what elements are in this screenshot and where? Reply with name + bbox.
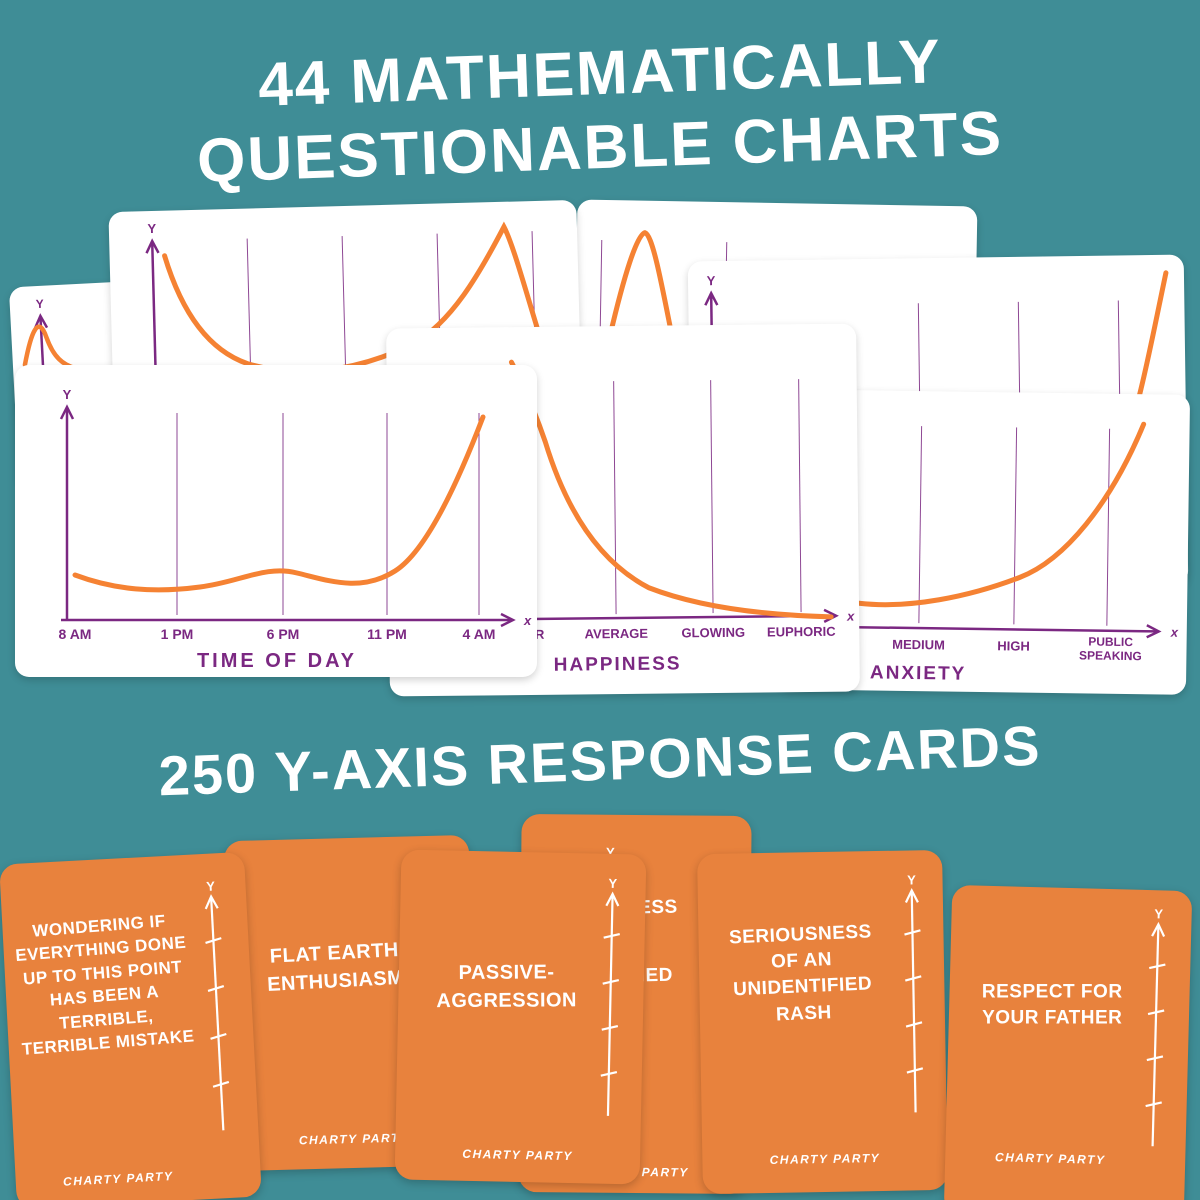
y-axis-icon: Y <box>204 878 230 1131</box>
gridlines <box>176 413 480 615</box>
card-text: SERIOUSNESS OF AN UNIDENTIFIED RASH <box>728 921 873 1026</box>
tick-average: AVERAGE <box>585 626 649 642</box>
card-text: RESPECT FOR YOUR FATHER <box>981 981 1123 1029</box>
svg-text:Y: Y <box>606 845 615 860</box>
y-axis-icon: Y <box>904 872 924 1113</box>
response-card-passive-aggression: Y PASSIVE- AGGRESSION CHARTY PARTY <box>394 849 647 1185</box>
card-text: WONDERING IF EVERYTHING DONE UP TO THIS … <box>14 911 196 1060</box>
y-axis <box>59 404 75 620</box>
curve <box>508 359 834 620</box>
y-axis-label: Y <box>63 387 72 402</box>
svg-text:Y: Y <box>608 876 617 891</box>
curve <box>22 324 78 371</box>
svg-text:Y: Y <box>206 878 216 893</box>
y-axis-label: Y <box>35 297 44 311</box>
chart-card-time-of-day: Y x 8 AM 1 PM 6 PM 11 PM 4 AM TIME OF DA… <box>15 365 537 677</box>
heading-response-cards: 250 Y-AXIS RESPONSE CARDS <box>157 713 1043 808</box>
tick-public: PUBLIC <box>1088 634 1133 649</box>
time-of-day-chart: Y x 8 AM 1 PM 6 PM 11 PM 4 AM TIME OF DA… <box>59 387 532 672</box>
x-axis-label: x <box>523 613 532 628</box>
response-card-wondering: Y WONDERING IF EVERYTHING DONE UP TO THI… <box>0 851 262 1200</box>
curve <box>856 421 1147 608</box>
response-card-respect: Y RESPECT FOR YOUR FATHER CHARTY PARTY <box>943 884 1193 1200</box>
tick-glowing: GLOWING <box>681 625 745 641</box>
x-axis <box>61 612 516 628</box>
y-axis-icon: Y <box>1145 906 1166 1147</box>
tick-medium: MEDIUM <box>892 637 945 653</box>
y-axis-label: Y <box>147 221 156 236</box>
chart-title-anxiety: ANXIETY <box>870 662 967 684</box>
y-axis-icon: Y <box>600 876 621 1116</box>
gridlines <box>528 379 802 615</box>
x-axis-label: x <box>846 609 855 624</box>
tick-4am: 4 AM <box>463 626 496 642</box>
card-text: PASSIVE- AGGRESSION <box>436 961 578 1012</box>
gridlines <box>918 426 1111 626</box>
brand-logo: CHARTY PARTY <box>62 1168 174 1189</box>
svg-text:Y: Y <box>907 872 916 887</box>
tick-high: HIGH <box>997 638 1030 653</box>
tick-6pm: 6 PM <box>267 626 300 642</box>
chart-title-time-of-day: TIME OF DAY <box>197 650 357 672</box>
svg-text:Y: Y <box>1154 906 1163 921</box>
brand-logo: CHARTY PARTY <box>462 1146 573 1164</box>
curve <box>607 230 676 344</box>
tick-11pm: 11 PM <box>367 626 407 642</box>
brand-logo: CHARTY PARTY <box>769 1151 881 1167</box>
curve <box>72 414 486 593</box>
x-axis-label: x <box>1170 625 1179 640</box>
tick-speaking: SPEAKING <box>1079 648 1142 663</box>
chart-title-happiness: HAPPINESS <box>554 653 682 675</box>
response-card-rash: Y SERIOUSNESS OF AN UNIDENTIFIED RASH CH… <box>697 849 948 1195</box>
tick-euphoric: EUPHORIC <box>767 624 836 640</box>
y-axis-label: Y <box>707 273 716 288</box>
tick-8am: 8 AM <box>59 626 92 642</box>
tick-1pm: 1 PM <box>161 626 194 642</box>
